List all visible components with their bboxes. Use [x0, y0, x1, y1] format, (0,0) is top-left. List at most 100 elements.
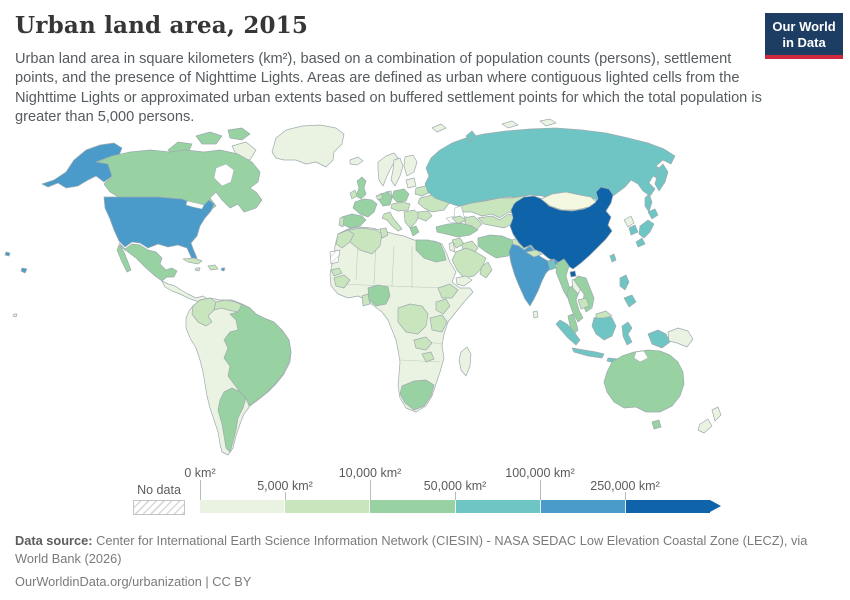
region-israel-jordan[interactable]	[448, 241, 456, 253]
region-central-europe[interactable]	[390, 201, 411, 212]
country-argentina[interactable]	[217, 387, 247, 453]
country-russia[interactable]	[424, 127, 676, 208]
country-nigeria[interactable]	[367, 284, 391, 307]
arctic-island[interactable]	[227, 127, 251, 141]
country-south-africa[interactable]	[399, 379, 435, 411]
arctic-isle[interactable]	[539, 118, 557, 127]
island-hokkaido[interactable]	[647, 208, 659, 220]
country-cuba[interactable]	[182, 257, 203, 265]
country-yemen[interactable]	[455, 275, 473, 287]
legend-swatch-3[interactable]	[455, 500, 541, 513]
country-sri-lanka[interactable]	[532, 310, 539, 319]
country-taiwan[interactable]	[609, 253, 617, 263]
country-mexico[interactable]	[118, 242, 178, 282]
country-iceland[interactable]	[349, 156, 364, 166]
country-france[interactable]	[352, 198, 378, 218]
country-belarus[interactable]	[414, 185, 431, 197]
footer-link-line[interactable]: OurWorldinData.org/urbanization | CC BY	[15, 574, 252, 590]
country-algeria[interactable]	[347, 227, 383, 255]
region-baltics[interactable]	[405, 177, 417, 189]
legend-swatch-4[interactable]	[540, 500, 626, 513]
legend-no-data-swatch[interactable]	[133, 500, 185, 515]
region-benelux[interactable]	[375, 193, 384, 201]
island-sumatra[interactable]	[555, 319, 581, 346]
country-poland[interactable]	[391, 188, 410, 203]
arctic-island[interactable]	[195, 131, 223, 145]
island-puerto-rico[interactable]	[220, 267, 226, 272]
region-malaysian-borneo[interactable]	[595, 310, 613, 319]
island-sakhalin[interactable]	[644, 193, 653, 213]
region-central-america[interactable]	[161, 280, 209, 303]
islands-hawaii[interactable]	[20, 267, 28, 274]
country-greenland[interactable]	[271, 124, 345, 168]
country-united-kingdom[interactable]	[355, 176, 367, 200]
polynesia-dot[interactable]	[12, 313, 18, 318]
country-sweden[interactable]	[390, 157, 404, 187]
island-mindanao[interactable]	[623, 294, 637, 308]
pacific-island-speck[interactable]	[4, 251, 11, 257]
country-oman[interactable]	[479, 261, 493, 279]
country-italy[interactable]	[381, 211, 403, 232]
country-ghana[interactable]	[361, 293, 371, 307]
country-senegal[interactable]	[330, 267, 343, 277]
country-turkey[interactable]	[435, 222, 479, 238]
country-alaska-usa[interactable]	[41, 142, 123, 189]
arctic-isle[interactable]	[501, 120, 519, 129]
world-choropleth-map[interactable]	[0, 113, 850, 465]
country-egypt[interactable]	[415, 239, 447, 263]
region-balkans[interactable]	[403, 209, 421, 229]
island-tasmania[interactable]	[651, 419, 662, 430]
legend-swatch-1[interactable]	[285, 500, 371, 513]
country-zimbabwe[interactable]	[421, 351, 435, 363]
island-hispaniola[interactable]	[207, 264, 219, 271]
island-sulawesi[interactable]	[621, 321, 633, 346]
peninsula-kamchatka[interactable]	[654, 163, 669, 192]
country-dr-congo[interactable]	[397, 303, 429, 335]
country-zambia[interactable]	[413, 336, 433, 351]
country-south-korea[interactable]	[628, 224, 639, 236]
region-guinea[interactable]	[333, 274, 351, 289]
island-novaya-zemlya[interactable]	[465, 130, 477, 143]
country-norway[interactable]	[377, 152, 399, 187]
country-north-korea[interactable]	[623, 215, 635, 228]
country-kenya[interactable]	[435, 298, 451, 315]
region-caucasus[interactable]	[451, 215, 467, 225]
country-ethiopia[interactable]	[437, 283, 459, 299]
country-india[interactable]	[508, 243, 560, 307]
country-brazil[interactable]	[223, 303, 292, 407]
country-jamaica[interactable]	[194, 267, 201, 272]
island-kyushu[interactable]	[635, 237, 646, 248]
new-zealand-south-island[interactable]	[697, 418, 713, 434]
island-luzon[interactable]	[619, 274, 630, 291]
country-ireland[interactable]	[349, 189, 358, 200]
country-spain[interactable]	[341, 213, 367, 229]
country-germany[interactable]	[378, 191, 393, 207]
island-hainan[interactable]	[569, 270, 577, 278]
country-romania[interactable]	[417, 210, 433, 222]
island-java[interactable]	[571, 347, 605, 359]
country-bangladesh[interactable]	[547, 259, 557, 271]
legend-swatch-0[interactable]	[200, 500, 286, 513]
country-western-sahara[interactable]	[329, 249, 341, 265]
island-svalbard[interactable]	[431, 123, 447, 133]
country-tanzania[interactable]	[429, 314, 448, 333]
owid-logo[interactable]: Our World in Data	[765, 13, 843, 59]
country-nepal[interactable]	[525, 249, 543, 258]
country-madagascar[interactable]	[458, 346, 472, 377]
country-portugal[interactable]	[338, 216, 345, 228]
legend-swatch-2[interactable]	[370, 500, 456, 513]
country-saudi-arabia[interactable]	[451, 247, 487, 279]
country-tunisia[interactable]	[379, 227, 389, 239]
baja-california[interactable]	[116, 244, 132, 273]
country-mongolia[interactable]	[540, 191, 597, 211]
island-honshu[interactable]	[638, 219, 655, 239]
country-greece[interactable]	[409, 225, 420, 237]
country-vietnam[interactable]	[573, 275, 595, 313]
new-zealand-north-island[interactable]	[711, 406, 722, 422]
region-malay-peninsula[interactable]	[567, 313, 579, 335]
region-west-papua[interactable]	[647, 329, 671, 349]
country-cambodia[interactable]	[577, 297, 590, 310]
country-papua-new-guinea[interactable]	[667, 327, 694, 348]
country-colombia[interactable]	[191, 297, 217, 327]
legend-swatch-5[interactable]	[625, 500, 711, 513]
